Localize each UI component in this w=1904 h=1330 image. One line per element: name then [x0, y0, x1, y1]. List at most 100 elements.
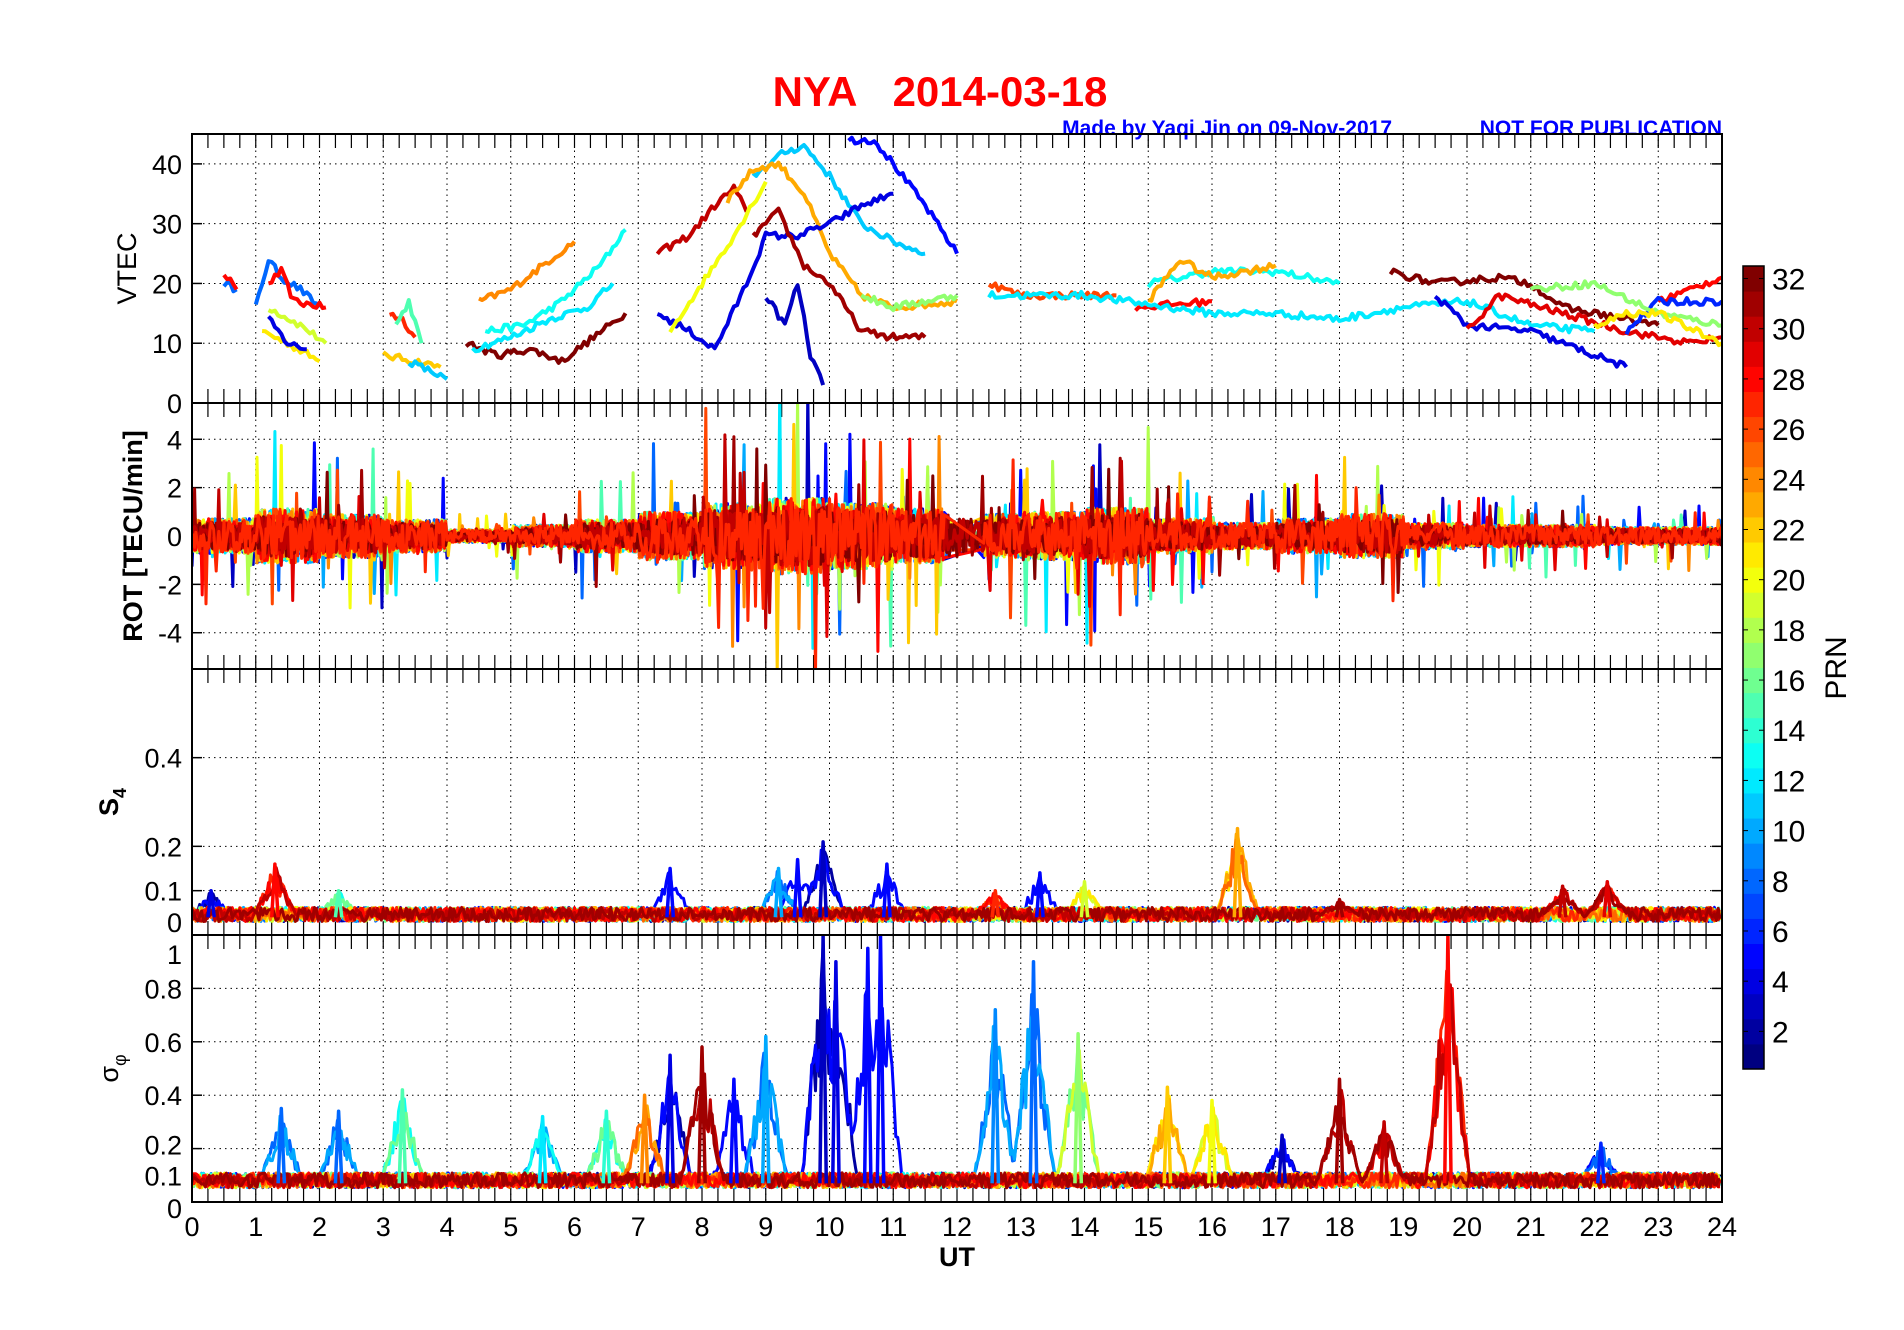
vtec-trace-prn-12: [471, 282, 615, 354]
y-tick-label: -4: [158, 619, 182, 649]
colorbar-swatch-prn-8: [1743, 868, 1764, 894]
sigma_phi-peak-prn-17: [1073, 1032, 1084, 1184]
sigma_phi-peak-prn-6: [1595, 1141, 1606, 1184]
s4-peak-prn-27: [990, 888, 1001, 918]
sigma_phi-trace-prn-31: [192, 1072, 1721, 1190]
x-tick-label: 18: [1324, 1212, 1354, 1242]
colorbar-tick-label: 22: [1772, 514, 1805, 547]
colorbar-swatch-prn-15: [1743, 692, 1764, 719]
sigma_phi-peak-prn-5: [728, 1077, 739, 1184]
vtec-trace-prn-5: [847, 135, 959, 255]
vtec-trace-prn-17: [1529, 279, 1722, 328]
sigma_phi-peak-prn-3: [1277, 1133, 1288, 1184]
colorbar-swatch-prn-27: [1743, 391, 1764, 418]
sigma_phi-peak-prn-24: [639, 1093, 650, 1184]
x-tick-label: 12: [942, 1212, 972, 1242]
sigma_phi-trace-prn-2: [192, 944, 1721, 1190]
y-tick-label: 0: [167, 522, 182, 552]
s4-peak-prn-5: [1034, 871, 1045, 918]
y-tick-label: 1: [167, 940, 182, 970]
vtec-trace-prn-11: [751, 143, 926, 257]
sigma_phi-peak-prn-10: [760, 1034, 771, 1184]
s4-peak-prn-5: [665, 866, 676, 918]
data-layer: [192, 935, 1722, 1190]
colorbar-tick-label: 32: [1772, 264, 1805, 297]
x-tick-label: 8: [694, 1212, 709, 1242]
title-station: NYA: [773, 68, 858, 115]
colorbar-tick-label: 28: [1772, 364, 1805, 397]
title-date: 2014-03-18: [893, 68, 1108, 115]
x-tick-label: 9: [758, 1212, 773, 1242]
x-tick-label: 11: [879, 1212, 907, 1242]
y-axis-label-subscript: 4: [110, 788, 130, 798]
x-tick-label: 2: [312, 1212, 327, 1242]
y-axis-label: ROT [TECU/min]: [118, 430, 148, 641]
y-tick-label: 40: [152, 150, 182, 180]
colorbar-tick-label: 24: [1772, 464, 1805, 497]
colorbar-swatch-prn-22: [1743, 516, 1764, 543]
colorbar-swatch-prn-6: [1743, 918, 1764, 945]
x-tick-label: 10: [814, 1212, 844, 1242]
vtec-trace-prn-28: [1656, 275, 1722, 305]
y-axis-label-subscript: φ: [110, 1054, 130, 1066]
x-tick-label: 0: [184, 1212, 199, 1242]
y-tick-label: 0.4: [144, 1081, 182, 1111]
colorbar-swatch-prn-5: [1743, 943, 1764, 970]
sigma_phi-peak-prn-5: [862, 946, 873, 1184]
sigma_phi-trace-prn-30: [192, 983, 1722, 1190]
colorbar-tick-label: 30: [1772, 314, 1805, 347]
y-tick-label: 4: [167, 425, 182, 455]
sigma_phi-peak-prn-22: [1162, 1085, 1173, 1184]
colorbar-swatch-prn-25: [1743, 441, 1764, 468]
x-tick-label: 7: [631, 1212, 646, 1242]
s4-peak-prn-30: [1557, 884, 1568, 918]
sigma_phi-peak-prn-8: [276, 1106, 287, 1184]
panel-s4: 00.1 0.2 0.4 S4: [94, 668, 1723, 938]
x-tick-label: 21: [1516, 1212, 1546, 1242]
y-tick-label: 20: [152, 269, 182, 299]
sigma_phi-peak-prn-8: [333, 1109, 344, 1184]
colorbar-tick-label: 8: [1772, 866, 1789, 899]
sigma_phi-peak-prn-4: [830, 959, 841, 1184]
sigma_phi-peak-prn-5: [875, 935, 886, 1184]
sigma_phi-peak-prn-28: [1442, 935, 1453, 1184]
vtec-trace-prn-12: [987, 289, 1596, 335]
x-tick-label: 23: [1643, 1212, 1673, 1242]
y-axis-label: VTEC: [112, 232, 142, 304]
colorbar-swatch-prn-26: [1743, 416, 1764, 443]
y-tick-label: 0.1: [144, 877, 182, 907]
colorbar-swatch-prn-18: [1743, 617, 1764, 643]
vtec-trace-prn-23: [1147, 259, 1277, 303]
sigma_phi-peak-prn-30: [1379, 1120, 1390, 1184]
y-tick-label: 0.1: [144, 1161, 182, 1191]
colorbar-swatch-prn-20: [1743, 567, 1764, 593]
colorbar-tick-label: 16: [1772, 665, 1805, 698]
vtec-trace-prn-19: [267, 308, 328, 345]
colorbar-swatch-prn-10: [1743, 818, 1764, 844]
rot-trace-prn-27: [192, 458, 1722, 669]
vtec-trace-prn-32: [464, 312, 628, 365]
vtec-trace-prn-4: [1433, 295, 1629, 369]
x-tick-label: 15: [1133, 1212, 1163, 1242]
x-axis-label: UT: [939, 1242, 975, 1272]
colorbar-swatch-prn-17: [1743, 642, 1764, 668]
vtec-trace-prn-28: [222, 273, 239, 291]
vtec-trace-prn-4: [267, 315, 307, 352]
colorbar-swatch-prn-2: [1743, 1018, 1764, 1045]
colorbar-swatch-prn-24: [1743, 466, 1764, 493]
sigma_phi-peak-prn-14: [601, 1109, 612, 1184]
y-axis-label: S4: [94, 788, 130, 816]
colorbar-tick-label: 2: [1772, 1016, 1789, 1049]
s4-peak-prn-19: [1079, 880, 1090, 918]
data-layer: [192, 826, 1722, 923]
colorbar-frame: [1742, 265, 1765, 1070]
vtec-trace-prn-24: [478, 240, 577, 302]
sigma_phi-trace-prn-10: [192, 1010, 1722, 1190]
colorbar-swatch-prn-13: [1743, 742, 1764, 769]
colorbar-swatch-prn-28: [1743, 366, 1764, 392]
colorbar-tick-label: 10: [1772, 816, 1805, 849]
s4-trace-prn-31: [192, 882, 1722, 923]
s4-peak-prn-31: [1334, 897, 1345, 918]
